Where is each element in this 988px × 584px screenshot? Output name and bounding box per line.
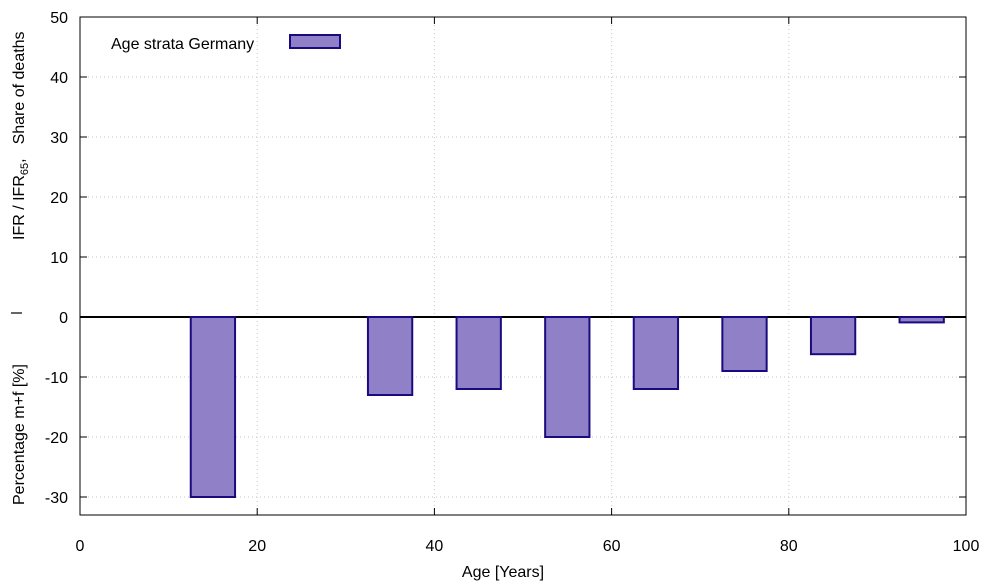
bar <box>809 316 857 356</box>
y-tick-labels: -30 -20 -10 0 10 20 30 40 50 <box>45 10 68 507</box>
y-tick-label: 10 <box>50 250 68 267</box>
bar <box>632 316 680 390</box>
x-axis-title: Age [Years] <box>462 564 544 581</box>
y-tick-label: -20 <box>45 430 68 447</box>
y-axis-title-ifr: IFR / IFR <box>11 175 28 240</box>
bar <box>189 316 237 498</box>
y-tick-label: -30 <box>45 490 68 507</box>
bar <box>898 316 945 324</box>
y-tick-label: -10 <box>45 370 68 387</box>
y-axis-title-subscript: 65 <box>19 163 31 175</box>
legend-swatch <box>289 34 341 49</box>
x-tick-label: 0 <box>76 538 85 555</box>
y-axis-title-share: Share of deaths <box>11 31 28 144</box>
y-axis-title-comma: , <box>11 158 28 162</box>
legend: Age strata Germany <box>111 34 341 53</box>
bar <box>455 316 502 390</box>
x-tick-label: 100 <box>953 538 980 555</box>
bar-series <box>189 316 945 498</box>
bar <box>544 316 591 438</box>
grid-lines <box>80 16 966 515</box>
y-tick-label: 0 <box>59 310 68 327</box>
legend-label: Age strata Germany <box>111 36 254 53</box>
y-tick-label: 20 <box>50 190 68 207</box>
x-tick-label: 80 <box>780 538 798 555</box>
y-tick-label: 40 <box>50 70 68 87</box>
plot-frame <box>79 16 967 516</box>
x-tick-label: 60 <box>603 538 621 555</box>
x-tick-label: 40 <box>426 538 444 555</box>
axis-ticks <box>79 16 967 515</box>
y-tick-label: 50 <box>50 10 68 27</box>
x-tick-label: 20 <box>248 538 266 555</box>
y-axis-title-lower: Percentage m+f [%] <box>11 364 28 505</box>
y-tick-label: 30 <box>50 130 68 147</box>
bar <box>366 316 414 396</box>
bar <box>721 316 768 372</box>
y-axis-title-upper: IFR / IFR65, Share of deaths <box>11 31 31 240</box>
x-tick-labels: 0 20 40 60 80 100 <box>76 538 980 555</box>
